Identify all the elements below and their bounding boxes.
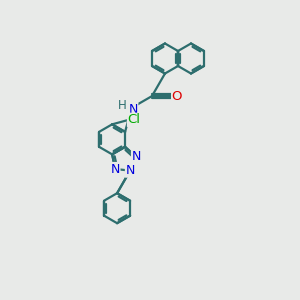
Text: O: O (172, 90, 182, 103)
Text: Cl: Cl (128, 113, 140, 126)
Text: N: N (110, 163, 120, 176)
Text: N: N (125, 164, 135, 177)
Text: N: N (132, 150, 141, 164)
Text: H: H (118, 99, 126, 112)
Text: N: N (128, 103, 138, 116)
